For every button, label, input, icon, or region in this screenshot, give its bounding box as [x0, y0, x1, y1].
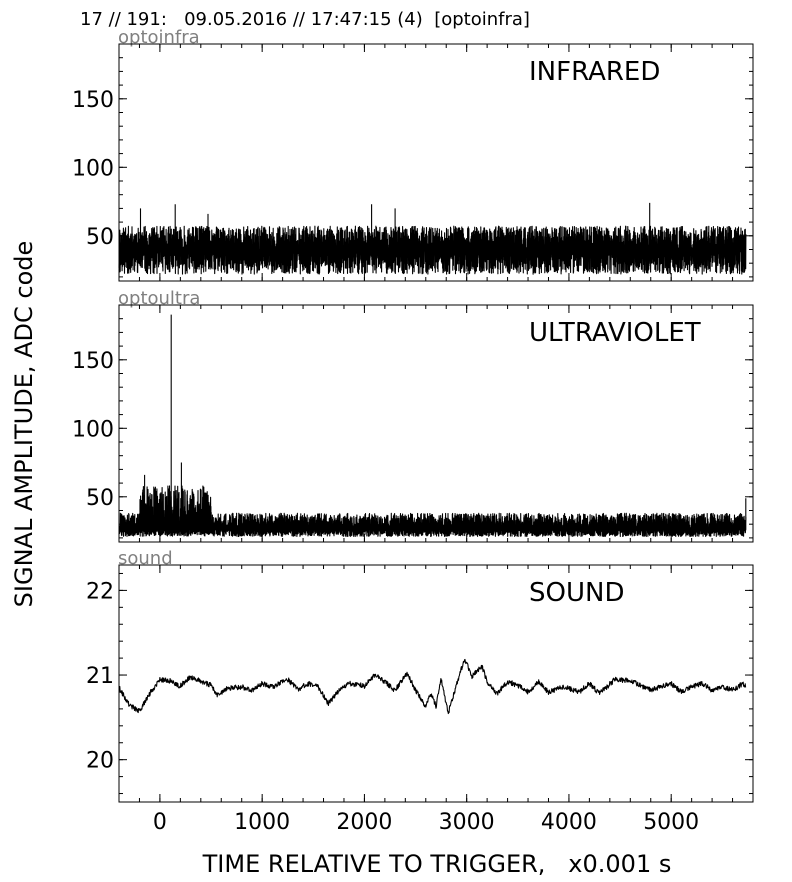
- y-tick-label: 22: [86, 579, 114, 604]
- channel-label: optoultra: [118, 288, 200, 309]
- x-tick-label: 2000: [336, 810, 392, 835]
- x-tick-label: 5000: [643, 810, 699, 835]
- y-tick-label: 150: [72, 88, 114, 113]
- axes-frame: [118, 564, 754, 803]
- panel-title: ULTRAVIOLET: [529, 318, 701, 348]
- panel-sound: sound 0 1000 2000 3000 4000 5000 20 21 22 SOUND: [86, 548, 754, 835]
- y-tick-label: 50: [86, 225, 114, 250]
- x-tick-label: 1000: [234, 810, 290, 835]
- axes-frame: [118, 304, 754, 543]
- channel-label: sound: [118, 548, 173, 569]
- trace-line: [118, 658, 747, 715]
- panel-title: INFRARED: [529, 57, 660, 87]
- x-tick-label: 3000: [439, 810, 495, 835]
- channel-label: optoinfra: [118, 27, 200, 48]
- y-tick-label: 100: [72, 156, 114, 181]
- y-tick-label: 21: [86, 664, 114, 689]
- axes-frame: [118, 43, 754, 282]
- panel-title: SOUND: [529, 578, 624, 608]
- y-tick-label: 100: [72, 417, 114, 442]
- panel-optoinfra: optoinfra 50 100 150 INFRARED: [72, 27, 754, 282]
- y-tick-label: 20: [86, 749, 114, 774]
- y-tick-label: 150: [72, 349, 114, 374]
- trace-line: [118, 314, 747, 538]
- figure-title: 17 // 191: 09.05.2016 // 17:47:15 (4) [o…: [80, 9, 530, 30]
- x-axis-label: TIME RELATIVE TO TRIGGER, x0.001 s: [202, 850, 672, 878]
- x-tick-label: 4000: [541, 810, 597, 835]
- y-tick-label: 50: [86, 486, 114, 511]
- x-tick-label: 0: [153, 810, 167, 835]
- trace-line: [118, 202, 747, 275]
- panel-optoultra: optoultra 50 100 150 ULTRAVIOLET: [72, 288, 754, 543]
